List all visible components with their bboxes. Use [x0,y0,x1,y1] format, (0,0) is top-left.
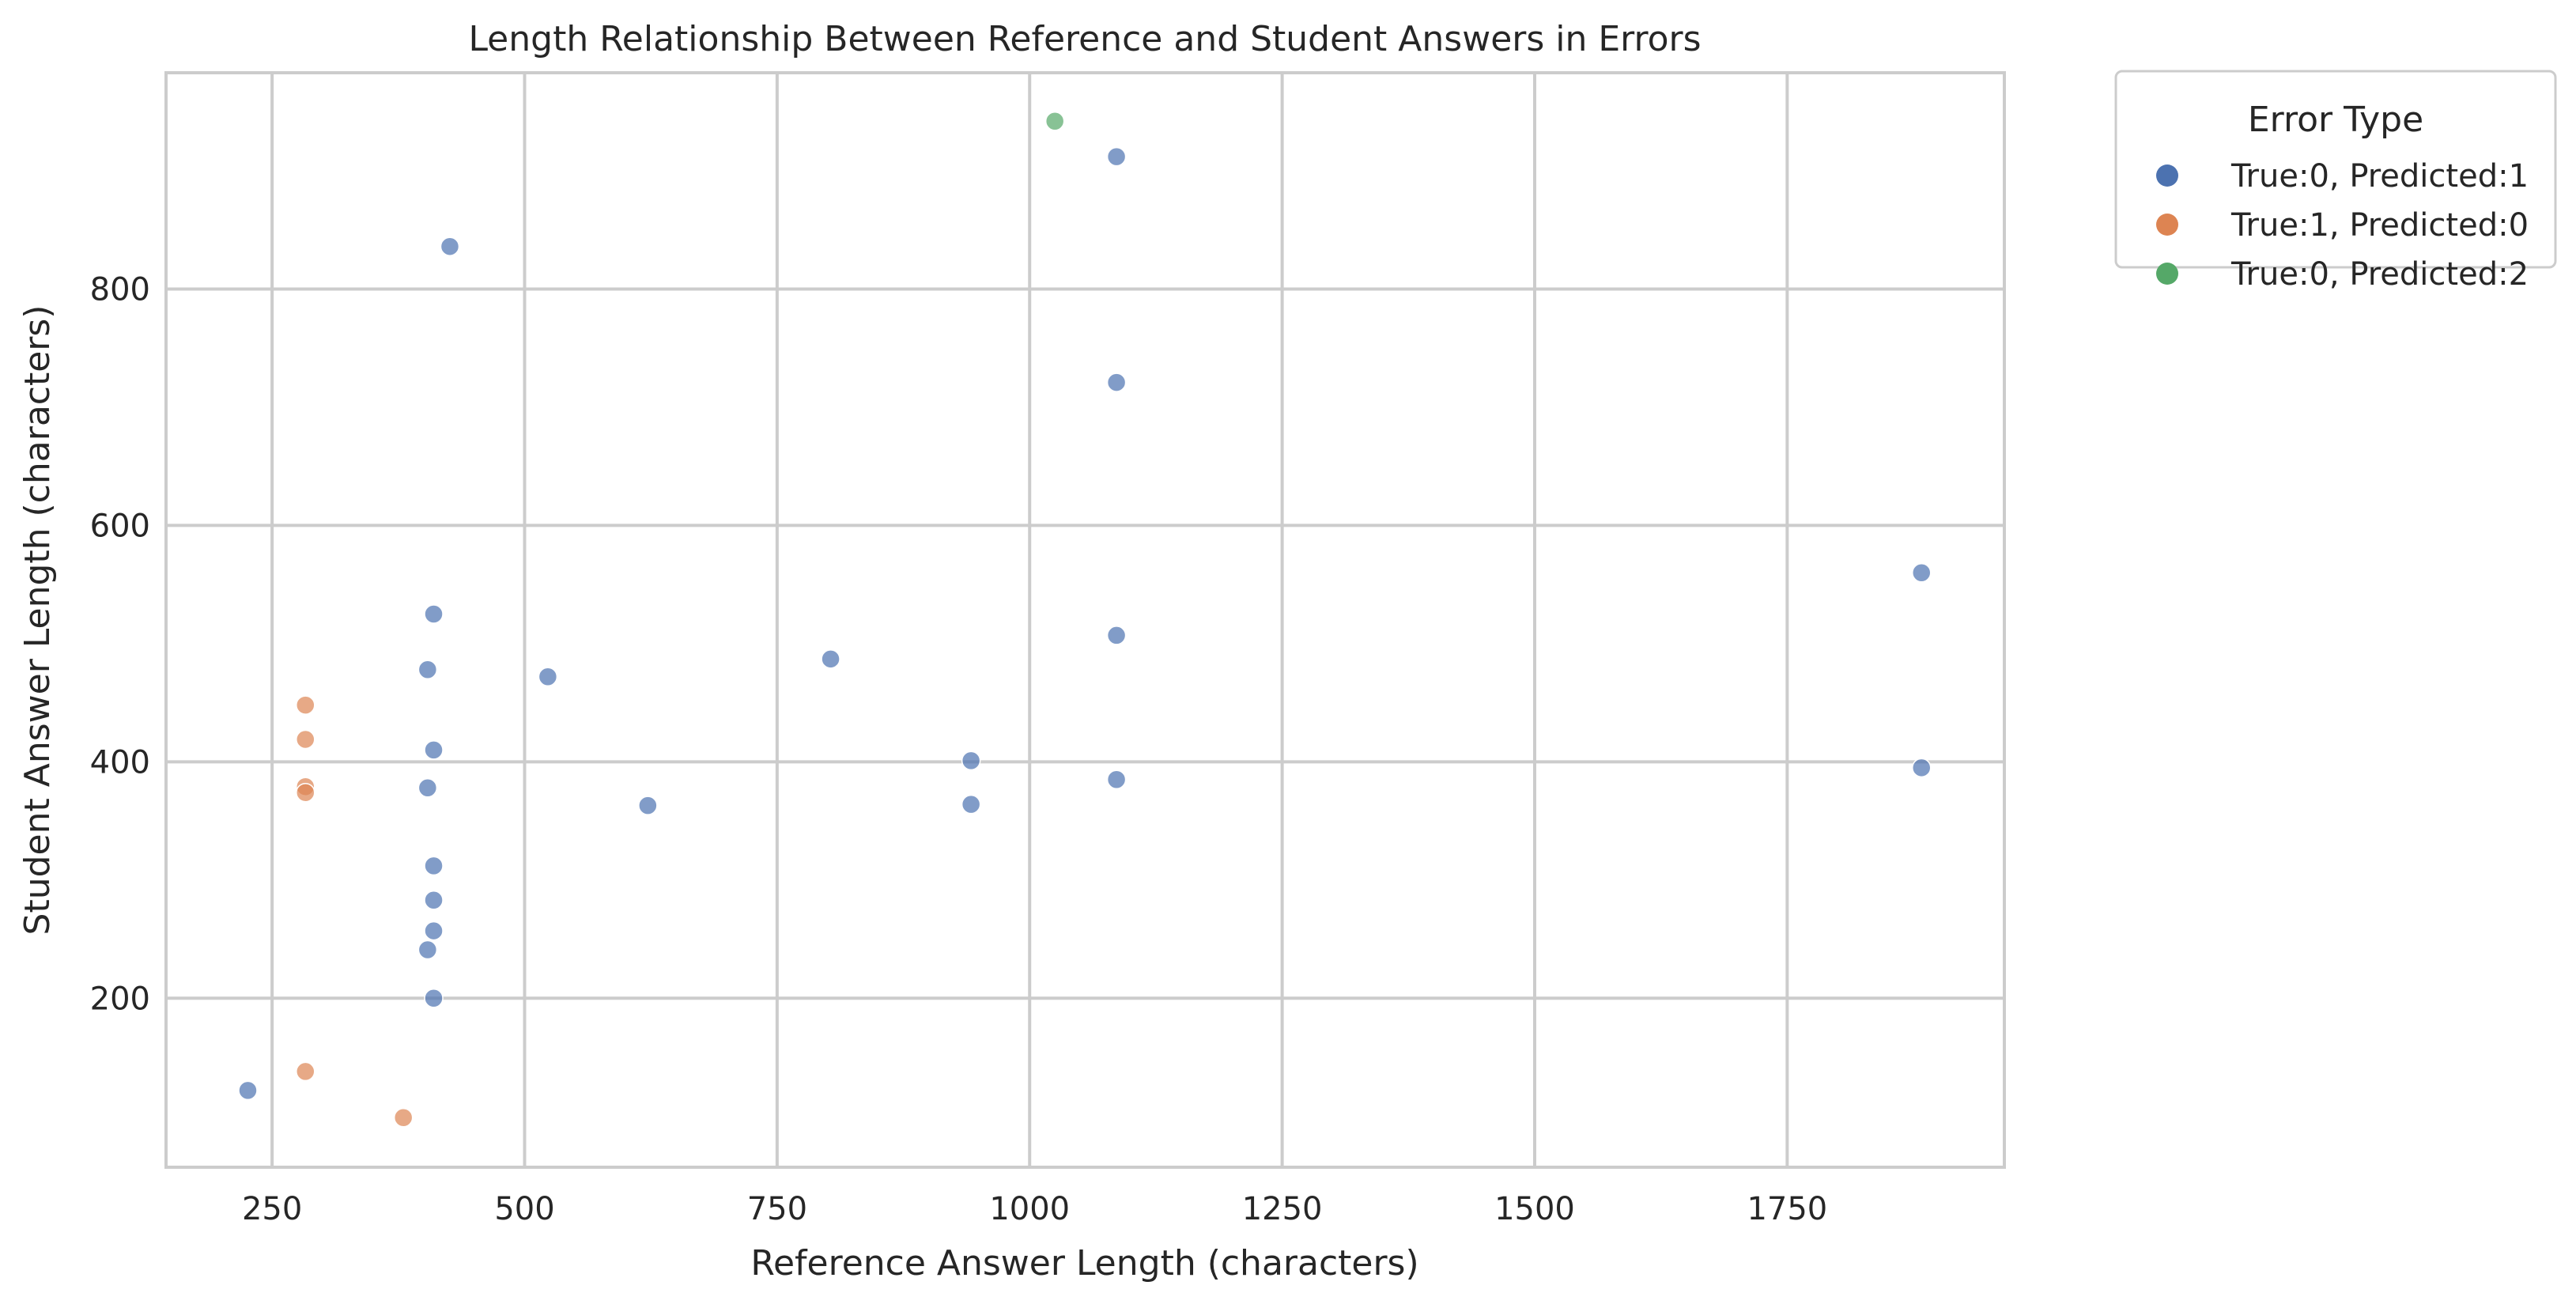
y-tick-label: 400 [90,744,150,781]
legend-label: True:1, Predicted:0 [2230,207,2529,244]
legend-items: True:0, Predicted:1 True:1, Predicted:0 Tr… [2156,158,2529,293]
data-point [424,604,444,624]
data-point [961,794,981,815]
data-point [424,989,444,1008]
x-tick-labels: 250 500 750 1000 1250 1500 1750 [242,1191,1827,1227]
data-point [440,236,460,256]
data-point [424,740,444,760]
x-tick-label: 750 [747,1191,807,1227]
data-point [1911,758,1932,778]
data-point [424,921,444,941]
data-point [417,777,438,798]
data-point [417,939,438,960]
y-tick-label: 200 [90,981,150,1017]
data-point [1106,146,1127,167]
data-point [1106,769,1127,790]
data-point [1106,372,1127,392]
legend-title: Error Type [2248,100,2423,140]
gridlines [166,73,2004,1167]
data-point [424,856,444,876]
data-point [538,667,558,686]
legend-frame [2114,70,2557,269]
x-tick-label: 500 [494,1191,554,1227]
data-point [961,750,981,771]
data-point [1911,562,1932,583]
x-tick-label: 1250 [1242,1191,1323,1227]
legend: Error Type True:0, Predicted:1 True:1, Pr… [2114,70,2557,293]
plot-frame [164,71,2006,1169]
data-point [296,1061,315,1082]
data-point [1044,112,1065,131]
y-tick-label: 600 [90,508,150,544]
data-point [1106,626,1127,645]
x-tick-label: 1500 [1494,1191,1575,1227]
x-tick-label: 250 [242,1191,302,1227]
data-point [393,1107,414,1128]
x-tick-label: 1000 [989,1191,1070,1227]
legend-marker [2156,214,2178,236]
data-point [296,695,315,715]
data-point [296,782,315,803]
legend-label: True:0, Predicted:2 [2230,256,2529,293]
data-point [638,796,658,815]
data-points [238,112,1932,1128]
data-point [424,890,444,910]
chart-title: Length Relationship Between Reference an… [468,19,1701,59]
legend-marker [2156,164,2178,187]
y-tick-label: 800 [90,272,150,308]
legend-marker [2156,263,2178,285]
data-point [417,660,438,680]
x-tick-label: 1750 [1747,1191,1827,1227]
data-point [238,1080,258,1101]
x-axis-label: Reference Answer Length (characters) [750,1243,1418,1283]
data-point [821,649,840,669]
legend-label: True:0, Predicted:1 [2230,158,2529,195]
data-point [296,729,315,750]
y-axis-label: Student Answer Length (characters) [17,305,58,936]
y-tick-labels: 200 400 600 800 [90,272,150,1018]
